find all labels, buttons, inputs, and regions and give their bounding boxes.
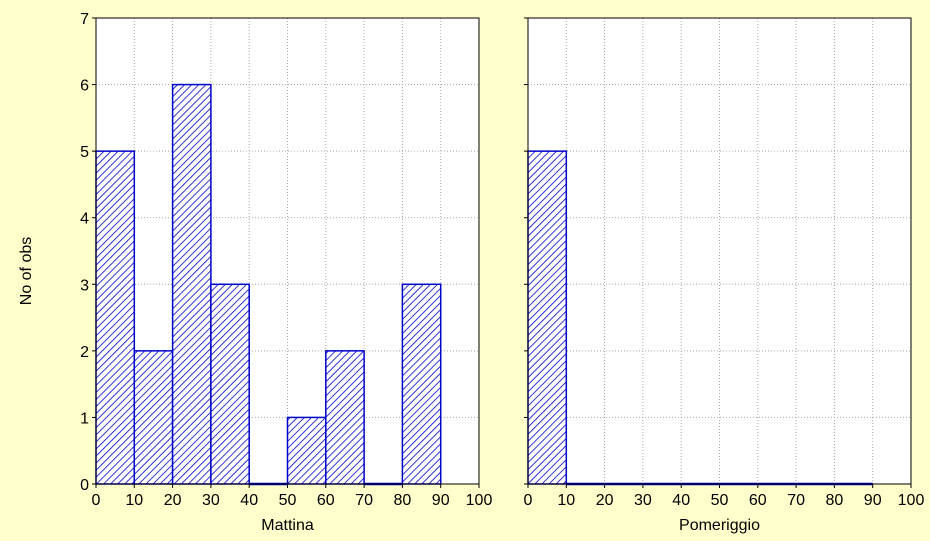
- x-tick-label: 30: [202, 492, 220, 509]
- x-tick-label: 10: [125, 492, 143, 509]
- y-tick-label: 0: [80, 477, 89, 494]
- histogram-bar: [527, 150, 568, 485]
- x-tick-label: 0: [524, 492, 533, 509]
- x-tick-label: 100: [898, 492, 925, 509]
- histogram-bar: [286, 416, 327, 485]
- x-tick-label: 30: [634, 492, 652, 509]
- x-tick-label: 40: [672, 492, 690, 509]
- histogram-panel: 0 10 20 30 40 50 60 70 80 90 100 Pomeriggio: [524, 17, 925, 534]
- histogram-bar: [171, 83, 212, 485]
- x-tick-label: 80: [826, 492, 844, 509]
- x-axis-label: Mattina: [261, 517, 314, 534]
- x-tick-label: 20: [164, 492, 182, 509]
- x-tick-label: 70: [787, 492, 805, 509]
- histogram-bar: [210, 283, 250, 485]
- x-tick-label: 70: [355, 492, 373, 509]
- y-tick-label: 6: [80, 78, 89, 95]
- plot-area: [528, 18, 911, 484]
- histogram-panel: 0 10 20 30 40 50 60 70 80 90 100 0 1 2 3 4 5 6 7 Mattina: [80, 11, 492, 534]
- x-tick-label: 40: [240, 492, 258, 509]
- y-tick-label: 2: [80, 344, 89, 361]
- x-tick-label: 50: [279, 492, 297, 509]
- x-tick-label: 80: [394, 492, 412, 509]
- x-tick-label: 90: [864, 492, 882, 509]
- x-tick-label: 100: [466, 492, 493, 509]
- x-tick-label: 10: [557, 492, 575, 509]
- y-axis-label: No of obs: [18, 237, 35, 305]
- x-tick-label: 50: [711, 492, 729, 509]
- x-tick-label: 0: [92, 492, 101, 509]
- histogram-bar: [133, 350, 174, 485]
- y-tick-label: 1: [80, 410, 89, 427]
- y-tick-label: 5: [80, 144, 89, 161]
- x-tick-label: 90: [432, 492, 450, 509]
- y-tick-label: 4: [80, 211, 89, 228]
- y-tick-label: 3: [80, 277, 89, 294]
- x-tick-label: 60: [749, 492, 767, 509]
- x-tick-label: 20: [596, 492, 614, 509]
- x-axis-label: Pomeriggio: [679, 517, 760, 534]
- histogram-bar: [325, 350, 365, 485]
- y-tick-label: 7: [80, 11, 89, 28]
- x-tick-label: 60: [317, 492, 335, 509]
- histogram-bar: [95, 150, 136, 485]
- histogram-bar: [401, 283, 442, 485]
